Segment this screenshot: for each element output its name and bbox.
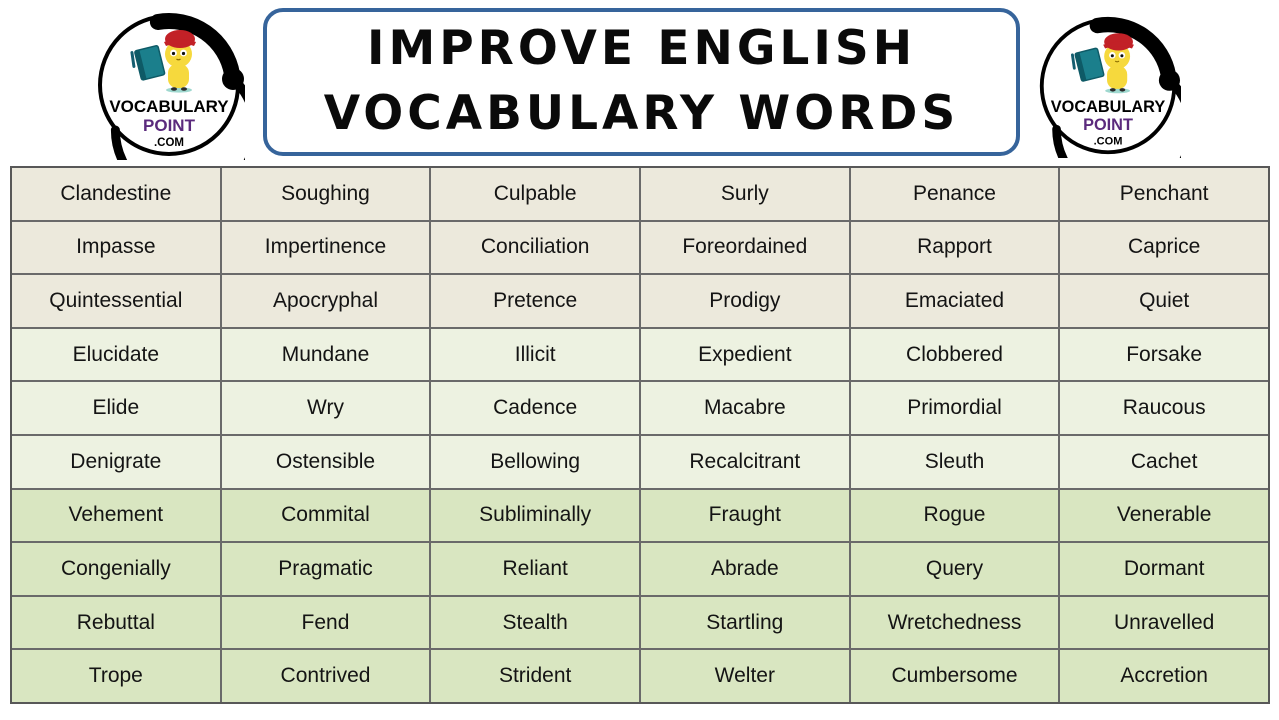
vocab-word-cell: Recalcitrant — [641, 435, 849, 488]
logo-text-com: .COM — [1094, 136, 1123, 148]
vocab-word-cell: Stealth — [431, 596, 639, 649]
vocab-word-cell: Clobbered — [850, 328, 1059, 381]
vocab-word-cell: Fraught — [641, 489, 849, 542]
vocab-word-cell: Welter — [641, 650, 849, 702]
page-title-line1: IMPROVE ENGLISH — [366, 21, 917, 77]
vocab-word-cell: Unravelled — [1060, 596, 1268, 649]
vocab-word-cell: Subliminally — [431, 489, 639, 542]
vocab-word-cell: Denigrate — [12, 435, 220, 488]
vocab-word-cell: Cadence — [431, 382, 639, 434]
vocab-word-cell: Quintessential — [12, 275, 220, 327]
vocab-word-cell: Soughing — [221, 168, 430, 220]
vocab-word-cell: Rebuttal — [12, 596, 220, 649]
vocab-word-cell: Bellowing — [431, 435, 639, 488]
vocab-word-cell: Venerable — [1060, 489, 1268, 542]
page-title-line2: VOCABULARY WORDS — [323, 86, 960, 141]
vocab-word-cell: Expedient — [641, 328, 849, 381]
vocab-word-cell: Prodigy — [641, 275, 849, 327]
vocab-word-cell: Reliant — [431, 543, 639, 595]
logo-text-point: POINT — [1083, 116, 1133, 134]
vocab-word-cell: Impertinence — [221, 221, 430, 274]
vocab-word-cell: Fend — [221, 596, 430, 649]
vocab-word-cell: Strident — [431, 650, 639, 702]
vocab-word-cell: Rogue — [850, 489, 1059, 542]
vocab-word-cell: Foreordained — [641, 221, 849, 274]
logo-text-vocabulary: VOCABULARY — [109, 97, 229, 116]
vocab-word-cell: Forsake — [1060, 328, 1268, 381]
vocab-word-cell: Commital — [221, 489, 430, 542]
vocab-word-cell: Caprice — [1060, 221, 1268, 274]
vocab-word-cell: Query — [850, 543, 1059, 595]
vocab-word-cell: Pragmatic — [221, 543, 430, 595]
vocab-word-cell: Quiet — [1060, 275, 1268, 327]
vocabulary-point-logo-right-icon: VOCABULARY POINT .COM — [1039, 16, 1181, 158]
vocab-word-cell: Sleuth — [850, 435, 1059, 488]
vocab-word-cell: Accretion — [1060, 650, 1268, 702]
logo-text-point: POINT — [143, 116, 196, 135]
vocab-word-cell: Primordial — [850, 382, 1059, 434]
vocab-word-cell: Ostensible — [221, 435, 430, 488]
vocab-word-cell: Dormant — [1060, 543, 1268, 595]
logo-text-com: .COM — [154, 137, 184, 149]
title-box: IMPROVE ENGLISH VOCABULARY WORDS — [263, 8, 1020, 156]
vocab-word-cell: Conciliation — [431, 221, 639, 274]
vocab-word-cell: Cachet — [1060, 435, 1268, 488]
vocab-word-cell: Vehement — [12, 489, 220, 542]
vocab-word-cell: Contrived — [221, 650, 430, 702]
vocab-word-cell: Elide — [12, 382, 220, 434]
vocab-word-cell: Impasse — [12, 221, 220, 274]
logo-mascot-icon — [1070, 33, 1134, 94]
vocab-word-cell: Trope — [12, 650, 220, 702]
vocab-word-cell: Mundane — [221, 328, 430, 381]
vocab-word-cell: Raucous — [1060, 382, 1268, 434]
vocab-word-cell: Apocryphal — [221, 275, 430, 327]
vocab-word-cell: Surly — [641, 168, 849, 220]
logo-mascot-icon — [130, 30, 196, 93]
vocab-word-cell: Wry — [221, 382, 430, 434]
vocab-word-cell: Emaciated — [850, 275, 1059, 327]
logo-text-vocabulary: VOCABULARY — [1051, 98, 1166, 116]
vocab-word-cell: Clandestine — [12, 168, 220, 220]
vocabulary-point-logo-left-icon: VOCABULARY POINT .COM — [98, 13, 245, 160]
vocab-word-cell: Abrade — [641, 543, 849, 595]
vocab-word-cell: Cumbersome — [850, 650, 1059, 702]
vocab-word-cell: Penchant — [1060, 168, 1268, 220]
vocab-word-cell: Congenially — [12, 543, 220, 595]
vocab-word-cell: Penance — [850, 168, 1059, 220]
vocab-word-cell: Macabre — [641, 382, 849, 434]
vocab-word-cell: Wretchedness — [850, 596, 1059, 649]
vocab-word-cell: Illicit — [431, 328, 639, 381]
vocab-word-cell: Elucidate — [12, 328, 220, 381]
vocab-word-cell: Startling — [641, 596, 849, 649]
vocab-word-cell: Rapport — [850, 221, 1059, 274]
vocab-word-cell: Pretence — [431, 275, 639, 327]
vocab-word-cell: Culpable — [431, 168, 639, 220]
vocabulary-table: Clandestine Soughing Culpable Surly Penance P… — [10, 166, 1270, 704]
